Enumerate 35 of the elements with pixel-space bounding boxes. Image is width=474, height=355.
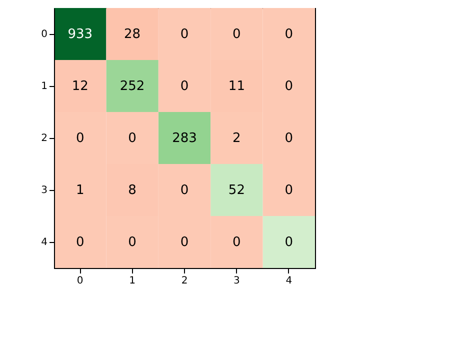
- data-label: 2: [232, 131, 241, 146]
- data-label: 0: [76, 235, 84, 250]
- x-tick-label: 2: [181, 276, 188, 286]
- data-label: 252: [120, 79, 145, 94]
- data-label: 11: [228, 79, 245, 94]
- data-label: 283: [172, 131, 197, 146]
- x-tick-label: 3: [234, 276, 240, 286]
- data-label: 8: [128, 183, 136, 198]
- data-label: 0: [284, 183, 294, 198]
- x-tick-label: 0: [76, 276, 84, 286]
- data-label: 0: [180, 27, 189, 42]
- data-label: 0: [180, 183, 189, 198]
- data-label: 0: [128, 131, 136, 146]
- data-label: 933: [68, 27, 93, 42]
- y-tick-label: 0: [41, 29, 48, 40]
- data-label: 0: [284, 131, 294, 146]
- data-label: 0: [284, 79, 294, 94]
- data-label: 1: [76, 183, 84, 198]
- data-label: 0: [180, 79, 189, 94]
- data-label: 0: [284, 27, 294, 42]
- y-tick-label: 4: [41, 237, 48, 248]
- y-tick-label: 1: [41, 81, 48, 92]
- data-label: 0: [128, 235, 136, 250]
- data-label: 52: [228, 183, 245, 198]
- x-tick-label: 1: [129, 276, 136, 286]
- data-label: 28: [124, 27, 141, 42]
- x-tick-label: 4: [286, 276, 292, 286]
- data-label: 0: [284, 235, 294, 250]
- y-tick-label: 3: [41, 185, 48, 196]
- data-label: 0: [180, 235, 189, 250]
- data-label: 0: [76, 131, 84, 146]
- data-label: 12: [72, 79, 88, 94]
- y-tick-label: 2: [41, 133, 48, 144]
- data-label: 0: [232, 235, 241, 250]
- data-label: 0: [232, 27, 241, 42]
